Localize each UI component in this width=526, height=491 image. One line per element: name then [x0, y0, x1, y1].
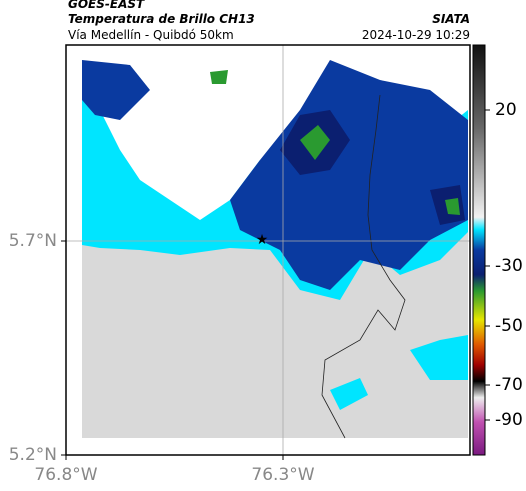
x-tick-label: 76.8°W — [34, 465, 97, 485]
map-frame — [65, 44, 471, 456]
subtitle: Temperatura de Brillo CH13 — [68, 12, 255, 26]
cloud-south — [330, 335, 468, 410]
x-tick-label: 76.3°W — [251, 465, 314, 485]
colorbar — [472, 44, 486, 456]
colorbar-tick-label: -50 — [495, 316, 523, 336]
colorbar-tick-label: 20 — [495, 100, 517, 120]
source: SIATA — [432, 12, 470, 26]
y-tick-label: 5.2°N — [9, 445, 57, 465]
timestamp: 2024-10-29 10:29 — [361, 28, 470, 42]
colorbar-tick-label: -90 — [495, 410, 523, 430]
cloud-west — [82, 60, 150, 120]
colorbar-tick-label: -70 — [495, 375, 523, 395]
route: Vía Medellín - Quibdó 50km — [68, 28, 234, 42]
border — [321, 94, 406, 439]
title: GOES-EAST — [68, 0, 145, 11]
location-star: ★ — [256, 232, 269, 248]
colorbar-tick-label: -30 — [495, 256, 523, 276]
y-tick-label: 5.7°N — [9, 231, 57, 251]
deep-convection — [230, 60, 468, 290]
